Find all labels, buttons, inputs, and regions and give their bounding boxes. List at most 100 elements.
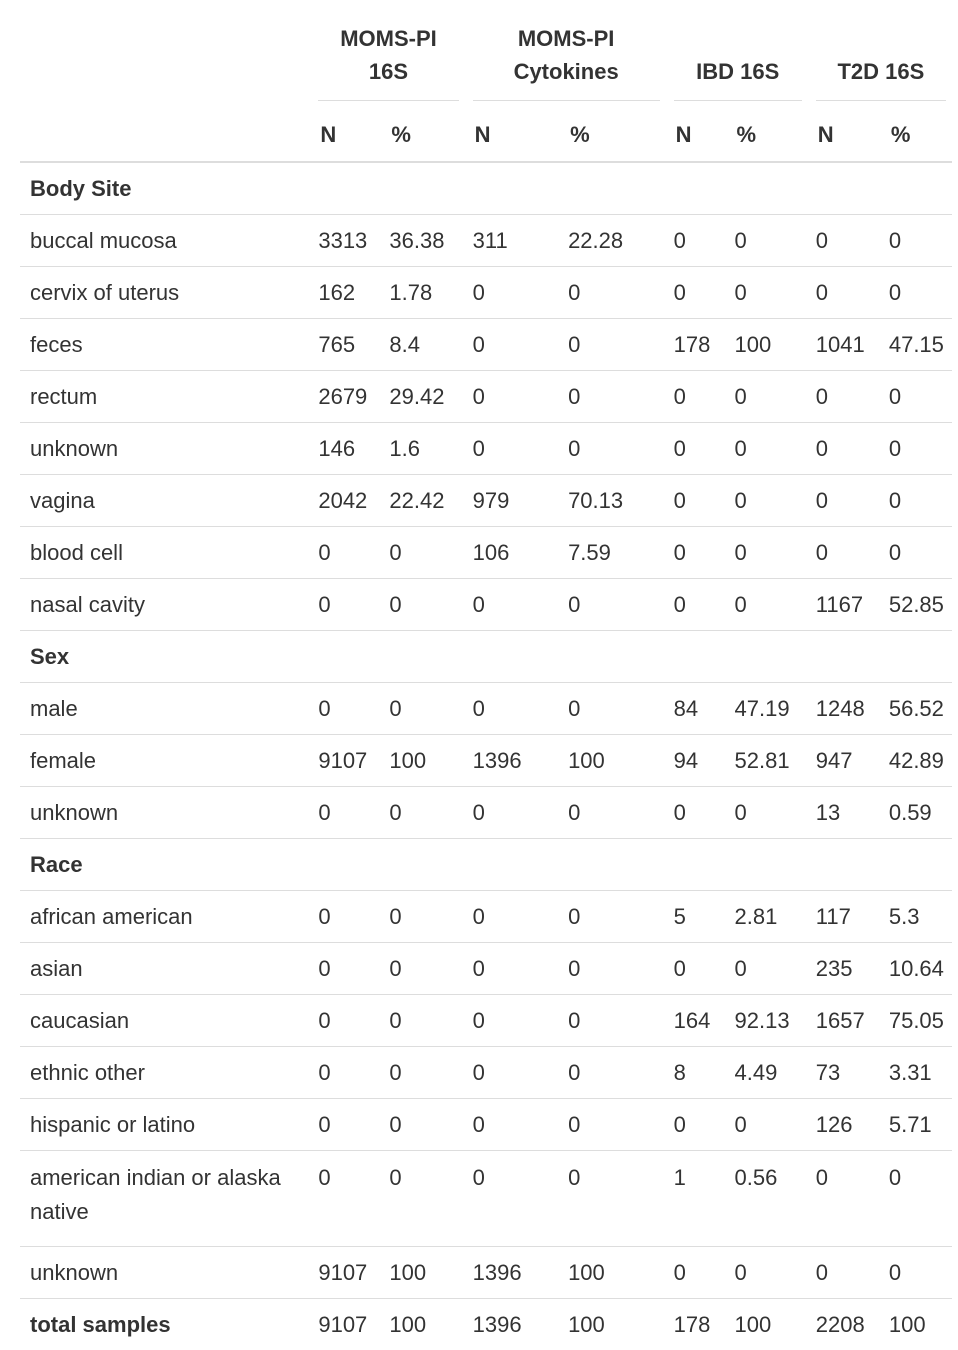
row-label: asian	[20, 943, 310, 995]
percent-cell: 0	[560, 579, 666, 631]
percent-cell: 5.71	[881, 1099, 952, 1151]
section-title: Race	[20, 839, 952, 891]
count-cell: 1657	[808, 995, 881, 1047]
row-label: buccal mucosa	[20, 215, 310, 267]
count-cell: 0	[465, 1047, 560, 1099]
count-cell: 0	[808, 371, 881, 423]
row-label: ethnic other	[20, 1047, 310, 1099]
percent-cell: 52.85	[881, 579, 952, 631]
percent-cell: 2.81	[727, 891, 808, 943]
count-cell: 235	[808, 943, 881, 995]
count-cell: 162	[310, 267, 381, 319]
percent-cell: 0	[381, 891, 464, 943]
percent-cell: 0	[381, 1047, 464, 1099]
count-cell: 0	[465, 943, 560, 995]
percent-cell: 0	[727, 943, 808, 995]
group-header-line: T2D 16S	[837, 59, 924, 84]
percent-cell: 0	[727, 1099, 808, 1151]
subheader-percent: %	[560, 111, 666, 162]
count-cell: 0	[808, 1247, 881, 1299]
count-cell: 0	[465, 579, 560, 631]
subheader-n: N	[666, 111, 727, 162]
count-cell: 0	[666, 1099, 727, 1151]
count-cell: 2208	[808, 1299, 881, 1350]
count-cell: 0	[465, 995, 560, 1047]
count-cell: 0	[465, 891, 560, 943]
percent-cell: 0	[727, 475, 808, 527]
count-cell: 0	[310, 683, 381, 735]
group-header-line: 16S	[369, 59, 408, 84]
count-cell: 5	[666, 891, 727, 943]
percent-cell: 5.3	[881, 891, 952, 943]
row-label: american indian or alaska native	[20, 1151, 310, 1247]
percent-cell: 0.59	[881, 787, 952, 839]
percent-cell: 70.13	[560, 475, 666, 527]
count-cell: 0	[310, 579, 381, 631]
count-cell: 0	[666, 943, 727, 995]
count-cell: 73	[808, 1047, 881, 1099]
percent-cell: 0	[560, 267, 666, 319]
percent-cell: 100	[560, 1299, 666, 1350]
subheader-n: N	[808, 111, 881, 162]
percent-cell: 1.6	[381, 423, 464, 475]
percent-cell: 0	[560, 371, 666, 423]
count-cell: 1396	[465, 735, 560, 787]
percent-cell: 0.56	[727, 1151, 808, 1247]
count-cell: 2679	[310, 371, 381, 423]
percent-cell: 100	[881, 1299, 952, 1350]
section-title: Sex	[20, 631, 952, 683]
row-label: nasal cavity	[20, 579, 310, 631]
count-cell: 0	[465, 319, 560, 371]
count-cell: 0	[666, 579, 727, 631]
count-cell: 0	[808, 475, 881, 527]
percent-cell: 52.81	[727, 735, 808, 787]
count-cell: 0	[808, 1151, 881, 1247]
section-header-row: Race	[20, 839, 952, 891]
row-label: female	[20, 735, 310, 787]
percent-cell: 0	[727, 215, 808, 267]
percent-cell: 42.89	[881, 735, 952, 787]
percent-cell: 100	[560, 735, 666, 787]
count-cell: 0	[666, 787, 727, 839]
percent-cell: 0	[381, 579, 464, 631]
empty-subheader-cell	[20, 111, 310, 162]
table-header: MOMS-PI 16S MOMS-PI Cytokines IBD 16S	[20, 0, 952, 162]
count-cell: 0	[465, 1099, 560, 1151]
percent-cell: 0	[881, 1151, 952, 1247]
count-cell: 0	[666, 267, 727, 319]
percent-cell: 1.78	[381, 267, 464, 319]
subheader-n: N	[465, 111, 560, 162]
percent-cell: 0	[727, 1247, 808, 1299]
group-header-moms-pi-cytokines: MOMS-PI Cytokines	[465, 0, 666, 111]
percent-cell: 0	[560, 1151, 666, 1247]
subheader-n: N	[310, 111, 381, 162]
count-cell: 0	[666, 527, 727, 579]
percent-cell: 0	[381, 1151, 464, 1247]
percent-cell: 0	[881, 527, 952, 579]
percent-cell: 0	[560, 891, 666, 943]
group-header-line: IBD 16S	[696, 59, 779, 84]
percent-cell: 36.38	[381, 215, 464, 267]
count-cell: 3313	[310, 215, 381, 267]
count-cell: 0	[465, 683, 560, 735]
count-cell: 9107	[310, 1247, 381, 1299]
count-cell: 311	[465, 215, 560, 267]
count-cell: 0	[465, 267, 560, 319]
percent-cell: 100	[381, 735, 464, 787]
count-cell: 1041	[808, 319, 881, 371]
percent-cell: 0	[881, 371, 952, 423]
count-cell: 0	[465, 371, 560, 423]
count-cell: 765	[310, 319, 381, 371]
percent-cell: 0	[560, 683, 666, 735]
row-label: blood cell	[20, 527, 310, 579]
percent-cell: 0	[881, 215, 952, 267]
